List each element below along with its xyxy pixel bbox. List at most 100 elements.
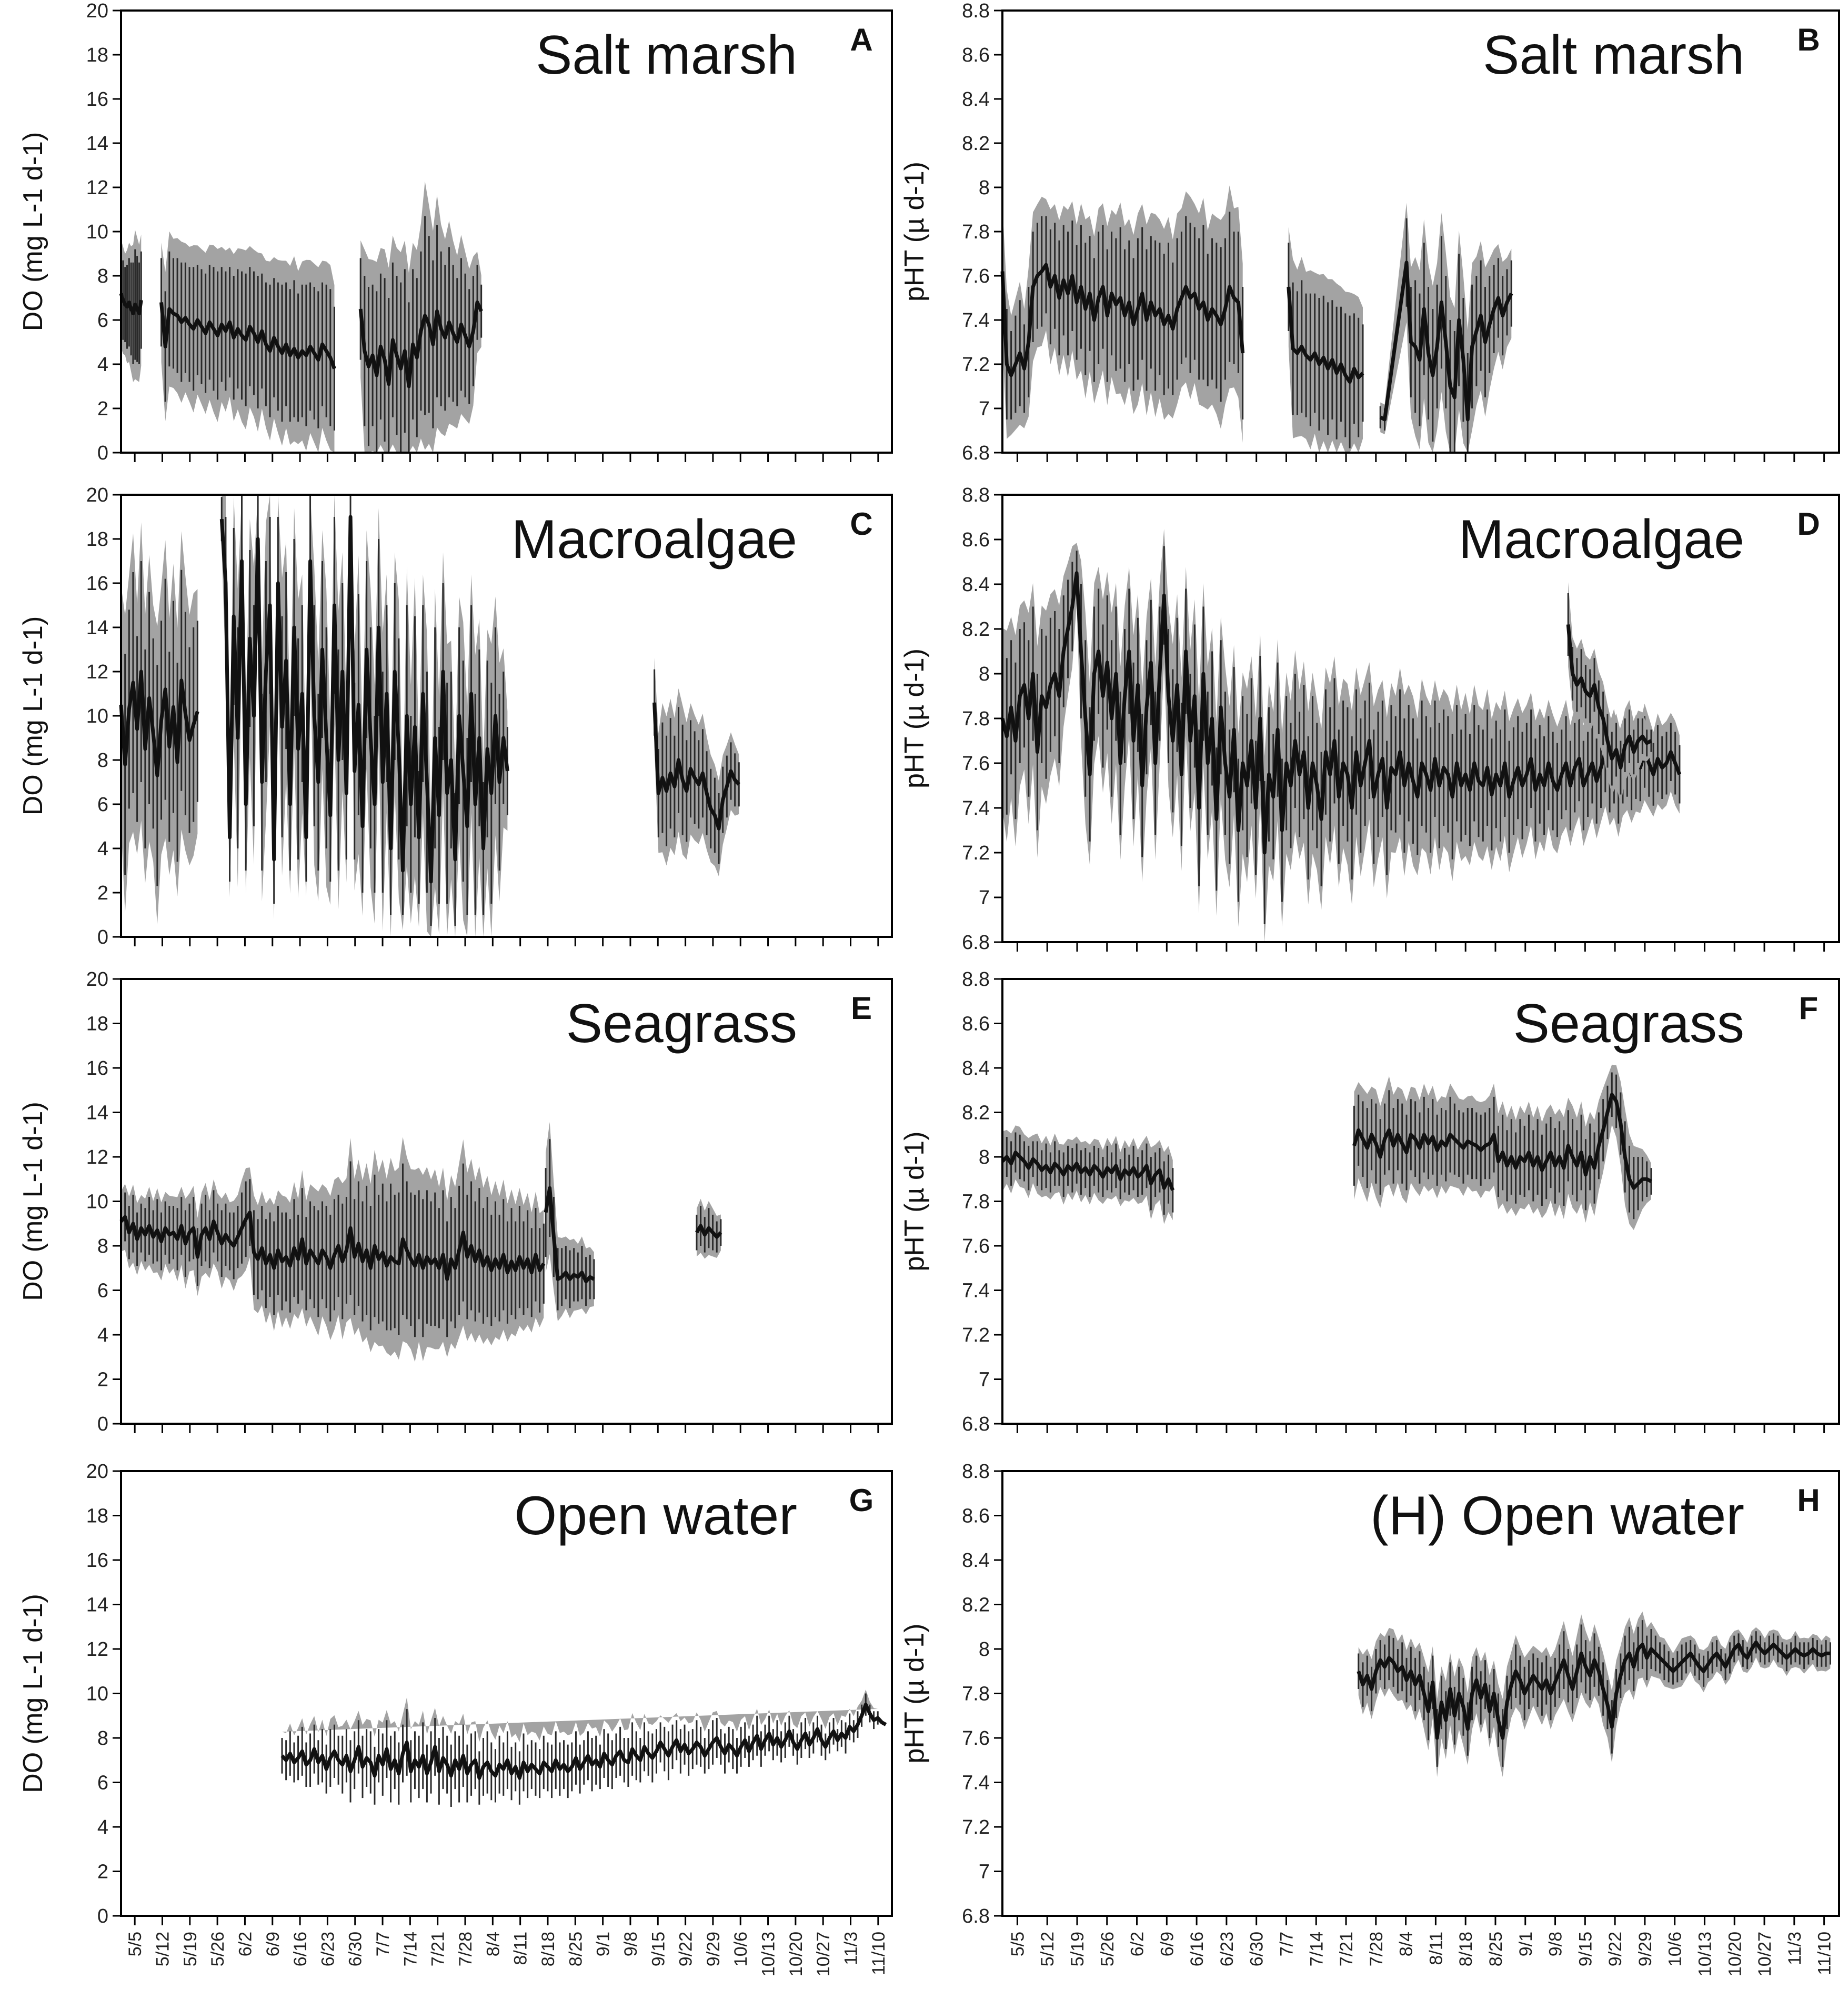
y-axis-label-b: pHT (µ d-1) xyxy=(899,162,930,302)
y-tick-label: 0 xyxy=(97,1905,108,1927)
panel-letter-e: E xyxy=(851,991,872,1026)
y-tick-label: 10 xyxy=(86,1191,108,1213)
y-tick-label: 18 xyxy=(86,1505,108,1527)
y-tick-label: 8.8 xyxy=(962,1461,990,1483)
y-tick-label: 7.4 xyxy=(962,1772,990,1794)
panel-letter-b: B xyxy=(1797,22,1820,57)
mean-line-c-2 xyxy=(652,702,740,831)
y-tick-label: 18 xyxy=(86,1013,108,1035)
x-tick-label: 5/12 xyxy=(1038,1932,1058,1966)
panel-b: 6.8 7 7.2 7.4 7.6 7.8 8 8.2 8.4 8.6 8.8 pHT (µ d-1)… xyxy=(899,0,1840,464)
y-tick-label: 14 xyxy=(86,617,108,639)
y-tick-label: 16 xyxy=(86,573,108,595)
y-tick-label: 7.2 xyxy=(962,1816,990,1838)
mean-line-h-0 xyxy=(1357,1640,1831,1740)
y-tick-label: 12 xyxy=(86,177,108,199)
y-tick-label: 7.8 xyxy=(962,1683,990,1705)
y-tick-label: 8 xyxy=(97,1235,108,1257)
sd-band-a-1 xyxy=(161,231,335,453)
y-tick-label: 8.6 xyxy=(962,44,990,66)
panel-title-a: Salt marsh xyxy=(536,25,797,86)
y-tick-label: 20 xyxy=(86,484,108,506)
x-tick-label: 5/19 xyxy=(1068,1932,1088,1966)
y-tick-label: 8.6 xyxy=(962,529,990,551)
panel-title-h: (H) Open water xyxy=(1370,1485,1744,1546)
mean-line-e-2 xyxy=(695,1224,722,1239)
y-tick-label: 10 xyxy=(86,705,108,727)
y-tick-label: 12 xyxy=(86,1146,108,1168)
mean-line-c-0 xyxy=(119,669,199,777)
y-tick-label: 2 xyxy=(97,1861,108,1883)
x-tick-label: 5/19 xyxy=(180,1932,200,1966)
y-tick-label: 20 xyxy=(86,0,108,22)
mean-line-b-2 xyxy=(1379,261,1513,422)
sd-band-e-0 xyxy=(121,1137,544,1362)
x-tick-label: 7/7 xyxy=(1277,1932,1297,1956)
y-tick-label: 7.4 xyxy=(962,797,990,819)
x-tick-label: 9/1 xyxy=(594,1932,614,1956)
x-tick-label: 7/28 xyxy=(456,1932,476,1966)
y-tick-label: 8.4 xyxy=(962,1057,990,1080)
x-tick-label: 8/25 xyxy=(566,1932,586,1966)
panel-title-e: Seagrass xyxy=(566,993,797,1054)
x-tick-label: 11/10 xyxy=(869,1932,889,1975)
y-tick-label: 8.4 xyxy=(962,1550,990,1572)
panel-letter-f: F xyxy=(1799,991,1819,1026)
x-tick-label: 11/10 xyxy=(1815,1932,1835,1975)
y-tick-label: 8 xyxy=(979,663,990,685)
mean-line-d-1 xyxy=(1566,624,1652,769)
y-tick-label: 7 xyxy=(979,1861,990,1883)
x-tick-label: 6/9 xyxy=(1157,1932,1177,1956)
panel-g: 0 2 4 6 8 10 12 14 16 18 20 DO (mg L-1 d-1) Open wat… xyxy=(18,1461,893,1976)
x-tick-label: 8/4 xyxy=(1397,1932,1417,1956)
x-tick-label: 6/23 xyxy=(1217,1932,1237,1966)
y-axis-label-c: DO (mg L-1 d-1) xyxy=(18,616,48,816)
y-tick-label: 2 xyxy=(97,398,108,420)
mean-line-a-0 xyxy=(119,293,143,315)
x-tick-label: 11/3 xyxy=(841,1932,861,1965)
x-tick-label: 8/11 xyxy=(1426,1932,1446,1965)
y-tick-label: 8.4 xyxy=(962,574,990,596)
x-tick-label: 7/21 xyxy=(1337,1932,1357,1966)
mean-line-d-0 xyxy=(1000,571,1682,855)
y-tick-label: 2 xyxy=(97,1369,108,1391)
y-tick-label: 8 xyxy=(97,265,108,287)
x-tick-label: 9/1 xyxy=(1516,1932,1536,1956)
y-tick-label: 7.8 xyxy=(962,221,990,243)
y-tick-label: 8.2 xyxy=(962,618,990,641)
mean-line-a-1 xyxy=(159,302,336,369)
y-tick-label: 8.4 xyxy=(962,88,990,111)
x-tick-label: 9/29 xyxy=(704,1932,724,1966)
x-tick-label: 9/8 xyxy=(1546,1932,1566,1956)
mean-line-f-0 xyxy=(1001,1151,1175,1191)
y-tick-label: 4 xyxy=(97,838,108,860)
y-tick-label: 8 xyxy=(979,1638,990,1661)
y-tick-label: 7.8 xyxy=(962,1191,990,1213)
x-tick-label: 10/13 xyxy=(759,1932,779,1976)
x-tick-label: 9/15 xyxy=(648,1932,668,1966)
x-tick-label: 10/20 xyxy=(1725,1932,1745,1976)
y-tick-label: 14 xyxy=(86,133,108,155)
y-tick-label: 0 xyxy=(97,442,108,464)
mean-line-a-2 xyxy=(358,300,483,388)
y-tick-label: 4 xyxy=(97,354,108,376)
y-tick-label: 7.2 xyxy=(962,1324,990,1346)
y-tick-label: 7 xyxy=(979,887,990,909)
panel-letter-d: D xyxy=(1797,506,1820,542)
y-tick-label: 7.8 xyxy=(962,708,990,730)
sd-band-f-0 xyxy=(1002,1125,1173,1224)
y-tick-label: 7 xyxy=(979,398,990,420)
x-tick-label: 7/28 xyxy=(1367,1932,1387,1966)
y-tick-label: 16 xyxy=(86,1057,108,1080)
mean-line-e-1 xyxy=(544,1186,595,1284)
x-tick-label: 5/5 xyxy=(125,1932,145,1956)
panel-a: 0 2 4 6 8 10 12 14 16 18 20 DO (mg L-1 d-1) Salt mar… xyxy=(18,0,893,464)
y-tick-label: 6 xyxy=(97,794,108,816)
x-tick-label: 7/21 xyxy=(428,1932,448,1966)
sd-band-d-1 xyxy=(1568,582,1651,804)
y-tick-label: 20 xyxy=(86,968,108,991)
y-tick-label: 10 xyxy=(86,221,108,243)
x-tick-label: 6/2 xyxy=(1128,1932,1148,1956)
panel-title-c: Macroalgae xyxy=(511,509,797,570)
mean-line-b-0 xyxy=(1000,263,1245,377)
